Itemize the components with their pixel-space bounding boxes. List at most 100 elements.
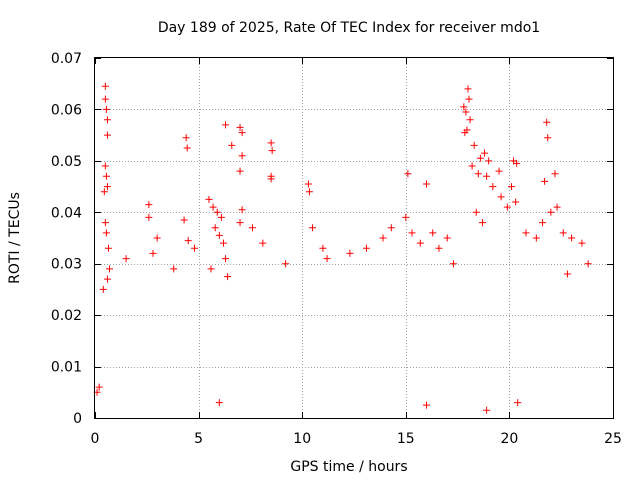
y-tick-label: 0.06 [51, 102, 82, 118]
data-point [237, 219, 244, 226]
data-point [541, 178, 548, 185]
data-point [465, 96, 472, 103]
data-point [218, 214, 225, 221]
data-point [170, 265, 177, 272]
y-axis-tick-labels: 0 0.01 0.02 0.03 0.04 0.05 0.06 0.07 [51, 51, 82, 427]
data-point [496, 168, 503, 175]
data-point [504, 204, 511, 211]
data-point [104, 276, 111, 283]
data-point [105, 245, 112, 252]
data-point [568, 235, 575, 242]
data-point [324, 255, 331, 262]
data-point [477, 155, 484, 162]
data-point [103, 229, 110, 236]
data-point [216, 232, 223, 239]
data-point [154, 235, 161, 242]
data-point [181, 217, 188, 224]
data-point [222, 255, 229, 262]
data-point [423, 402, 430, 409]
data-point [402, 214, 409, 221]
x-tick-label: 5 [194, 431, 203, 447]
data-point [485, 157, 492, 164]
data-point [103, 106, 110, 113]
data-point [539, 219, 546, 226]
data-point [222, 121, 229, 128]
data-point [103, 173, 110, 180]
data-point [388, 224, 395, 231]
data-point [191, 245, 198, 252]
data-point [102, 163, 109, 170]
data-point [346, 250, 353, 257]
data-point [102, 96, 109, 103]
data-point [522, 229, 529, 236]
y-tick-label: 0.04 [51, 205, 82, 221]
y-tick-label: 0.01 [51, 360, 82, 376]
data-point [216, 399, 223, 406]
data-point [208, 265, 215, 272]
y-tick-label: 0 [73, 411, 82, 427]
data-point [185, 237, 192, 244]
data-point [469, 163, 476, 170]
data-point [380, 235, 387, 242]
data-point [102, 83, 109, 90]
data-point [417, 240, 424, 247]
data-point [483, 173, 490, 180]
data-point [104, 132, 111, 139]
data-point [123, 255, 130, 262]
data-point [150, 250, 157, 257]
data-point [423, 181, 430, 188]
data-point [479, 219, 486, 226]
x-tick-label: 0 [91, 431, 100, 447]
y-tick-label: 0.07 [51, 51, 82, 67]
data-point [309, 224, 316, 231]
data-point [483, 407, 490, 414]
data-point [224, 273, 231, 280]
x-tick-label: 20 [500, 431, 518, 447]
data-point [544, 134, 551, 141]
x-tick-label: 15 [397, 431, 415, 447]
data-point [564, 271, 571, 278]
x-axis-tick-labels: 0 5 10 15 20 25 [91, 431, 622, 447]
data-point [214, 209, 221, 216]
x-axis-label: GPS time / hours [290, 459, 407, 475]
data-point [543, 119, 550, 126]
data-point [237, 168, 244, 175]
data-point [498, 193, 505, 200]
data-point [560, 229, 567, 236]
data-point [409, 229, 416, 236]
data-point [578, 240, 585, 247]
data-point [102, 219, 109, 226]
data-point [145, 214, 152, 221]
data-point [268, 139, 275, 146]
data-point [514, 399, 521, 406]
data-point [183, 134, 190, 141]
data-point [554, 204, 561, 211]
data-point [282, 260, 289, 267]
data-point [249, 224, 256, 231]
y-tick-label: 0.05 [51, 154, 82, 170]
data-point [489, 183, 496, 190]
data-point [533, 235, 540, 242]
data-point [305, 181, 312, 188]
data-point [547, 209, 554, 216]
chart-title: Day 189 of 2025, Rate Of TEC Index for r… [158, 20, 540, 36]
data-point [450, 260, 457, 267]
data-point [319, 245, 326, 252]
data-point [100, 286, 107, 293]
data-point [363, 245, 370, 252]
data-point [429, 229, 436, 236]
data-point [473, 209, 480, 216]
data-point [471, 142, 478, 149]
data-point [481, 150, 488, 157]
data-point [467, 116, 474, 123]
data-points [94, 83, 592, 414]
data-point [228, 142, 235, 149]
data-point [184, 145, 191, 152]
data-point [551, 170, 558, 177]
x-tick-label: 25 [604, 431, 622, 447]
data-point [585, 260, 592, 267]
data-point [104, 116, 111, 123]
data-point [306, 188, 313, 195]
data-point [104, 183, 111, 190]
data-point [435, 245, 442, 252]
